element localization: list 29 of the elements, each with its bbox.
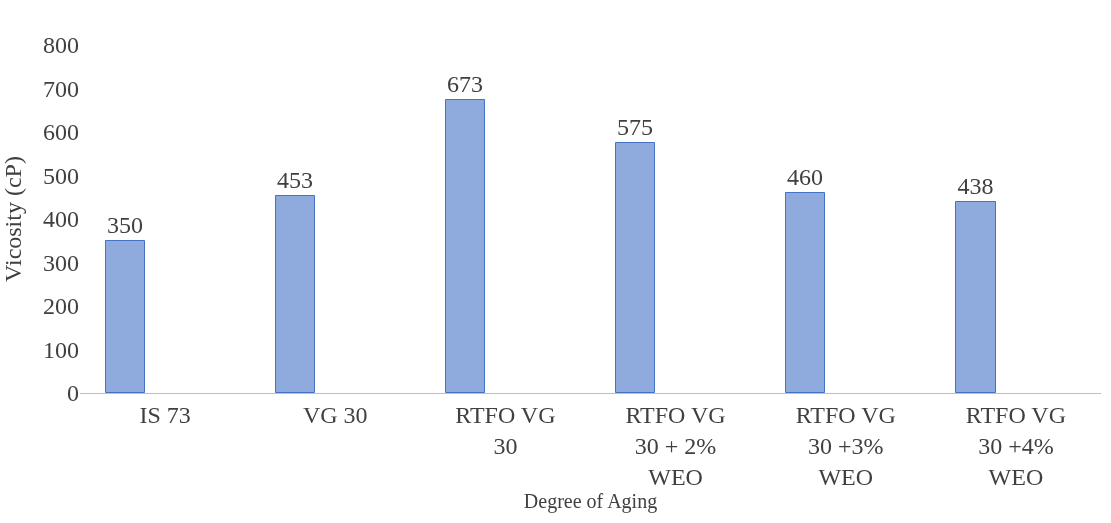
x-axis-title: Degree of Aging [523, 490, 658, 514]
y-tick-label: 300 [43, 249, 79, 276]
bar [955, 201, 996, 393]
y-tick-label: 800 [43, 32, 79, 59]
x-tick-label: RTFO VG 30 [455, 401, 556, 459]
x-tick-label: IS 73 [139, 401, 191, 428]
data-label: 673 [447, 70, 483, 97]
data-label: 460 [787, 163, 823, 190]
bar [615, 142, 655, 393]
bar [105, 240, 145, 393]
x-tick-label: VG 30 [302, 401, 368, 428]
y-tick-label: 200 [43, 293, 79, 320]
x-tick-label: RTFO VG 30 +4% WEO [965, 401, 1066, 491]
bar [445, 99, 485, 393]
y-tick-label: 500 [43, 162, 79, 189]
y-axis-title: Vicosity (cP) [0, 156, 26, 282]
y-tick-label: 600 [43, 119, 79, 146]
data-label: 350 [107, 211, 143, 238]
data-label: 438 [957, 172, 994, 199]
y-tick-label: 0 [67, 380, 79, 407]
y-tick-label: 700 [43, 75, 79, 102]
data-label: 575 [617, 113, 653, 140]
bar [275, 195, 315, 393]
x-tick-label: RTFO VG 30 +3% WEO [795, 401, 896, 491]
y-tick-label: 100 [43, 336, 79, 363]
data-label: 453 [277, 166, 313, 193]
x-tick-label: RTFO VG 30 + 2% WEO [625, 401, 726, 491]
y-tick-label: 400 [43, 206, 79, 233]
bar [785, 192, 825, 393]
